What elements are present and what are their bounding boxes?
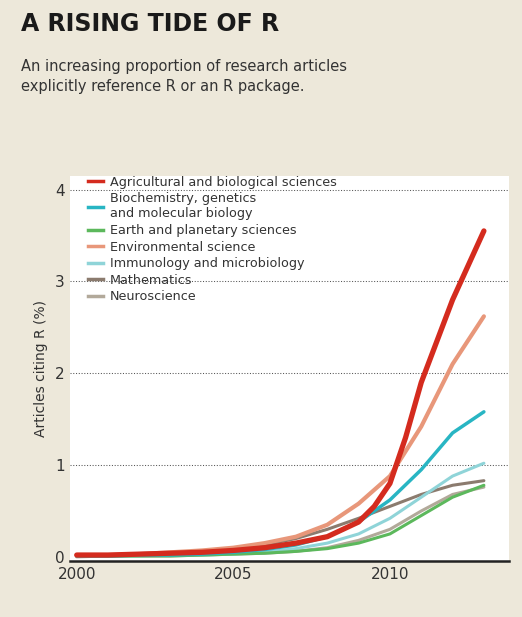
Text: A RISING TIDE OF R: A RISING TIDE OF R (21, 12, 279, 36)
Text: An increasing proportion of research articles
explicitly reference R or an R pac: An increasing proportion of research art… (21, 59, 347, 94)
Y-axis label: Articles citing R (%): Articles citing R (%) (34, 300, 48, 437)
Legend: Agricultural and biological sciences, Biochemistry, genetics
and molecular biolo: Agricultural and biological sciences, Bi… (88, 176, 337, 304)
